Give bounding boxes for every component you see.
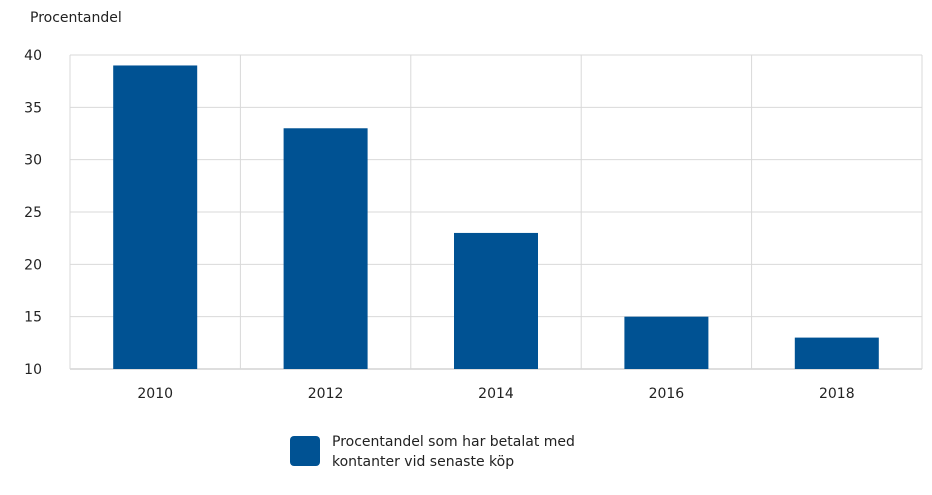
y-tick-label: 40 [24,48,42,64]
x-axis-ticks: 2010 2012 2014 2016 2018 [137,386,854,402]
y-tick-label: 15 [24,310,42,326]
x-tick-label: 2010 [137,386,173,402]
bar-2014 [454,232,538,369]
y-axis-title: Procentandel [30,10,122,26]
legend-label: Procentandel som har betalat med kontant… [332,434,575,470]
bars [113,65,879,369]
bar-2018 [794,337,879,369]
y-tick-label: 30 [24,153,42,169]
y-tick-label: 20 [24,257,42,273]
bar-2010 [113,65,198,369]
x-tick-label: 2012 [308,386,344,402]
y-tick-label: 35 [24,100,42,116]
y-tick-label: 10 [24,362,42,378]
bar-chart: Procentandel 10 15 20 25 30 35 40 2010 2012 2014… [24,10,923,402]
y-axis-ticks: 10 15 20 25 30 35 40 [24,48,42,378]
legend-swatch [290,436,320,466]
grid [69,54,923,370]
x-tick-label: 2018 [819,386,855,402]
legend: Procentandel som har betalat med kontant… [290,432,642,472]
x-tick-label: 2016 [649,386,685,402]
bar-2012 [283,128,368,369]
y-tick-label: 25 [24,205,42,221]
x-tick-label: 2014 [478,386,514,402]
bar-2016 [624,316,709,369]
